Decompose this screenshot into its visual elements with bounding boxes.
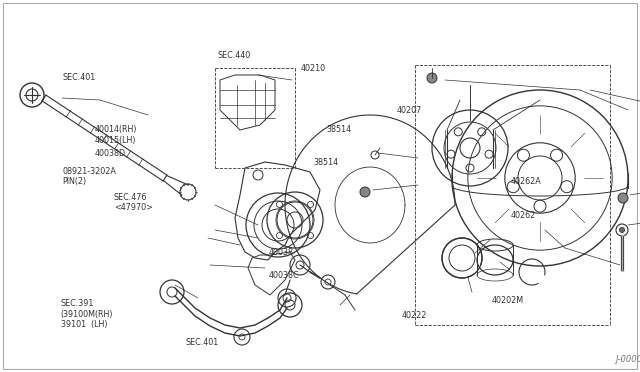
Text: SEC.401: SEC.401 <box>186 338 219 347</box>
Text: 40207: 40207 <box>397 106 422 115</box>
Text: 08921-3202A
PIN(2): 08921-3202A PIN(2) <box>63 167 116 186</box>
Text: 40038D: 40038D <box>95 149 126 158</box>
Text: SEC.391
(39100M(RH)
39101  (LH): SEC.391 (39100M(RH) 39101 (LH) <box>61 299 113 329</box>
Text: 40262A: 40262A <box>511 177 541 186</box>
Text: 40202M: 40202M <box>492 296 524 305</box>
Text: 40038C: 40038C <box>269 271 300 280</box>
Text: J-000008: J-000008 <box>615 356 640 365</box>
Text: 40222: 40222 <box>402 311 428 320</box>
Text: 40210: 40210 <box>301 64 326 73</box>
Text: 38514: 38514 <box>314 158 339 167</box>
Text: SEC.401: SEC.401 <box>63 73 96 82</box>
Text: 40038: 40038 <box>269 248 294 257</box>
Text: SEC.440: SEC.440 <box>218 51 251 60</box>
Text: 40014(RH)
40015(LH): 40014(RH) 40015(LH) <box>95 125 137 145</box>
Text: 40262: 40262 <box>511 211 536 219</box>
Text: SEC.476
<47970>: SEC.476 <47970> <box>114 193 153 212</box>
Circle shape <box>620 228 625 232</box>
Circle shape <box>618 193 628 203</box>
Circle shape <box>360 187 370 197</box>
Text: 38514: 38514 <box>326 125 351 134</box>
Circle shape <box>427 73 437 83</box>
